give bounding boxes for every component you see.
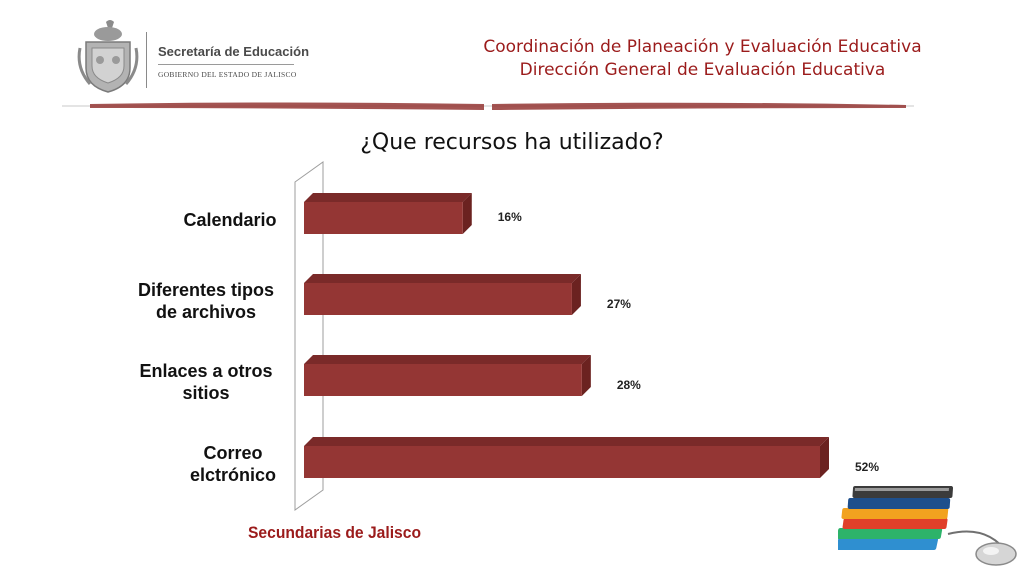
bar-0: [304, 193, 472, 234]
logo-divider: [146, 32, 147, 88]
header-line-2: Dirección General de Evaluación Educativ…: [519, 60, 886, 80]
bar-side: [571, 274, 581, 315]
bar-side: [820, 437, 829, 478]
chart-axis-wall: [294, 161, 324, 511]
bar-front: [304, 283, 572, 315]
bar-side: [581, 355, 591, 396]
category-label-2-0: Enlaces a otros: [139, 361, 272, 381]
bar-3: [304, 437, 829, 478]
category-label-1-0: Diferentes tipos: [138, 280, 274, 300]
category-label-3-1: elctrónico: [190, 465, 276, 485]
value-label-2: 28%: [617, 378, 641, 392]
category-label-0-0: Calendario: [183, 210, 276, 230]
logo-rule: [158, 64, 294, 65]
bar-side: [462, 193, 472, 234]
bar-top: [304, 193, 472, 202]
category-label-3-0: Correo: [203, 443, 262, 463]
bar-front: [304, 202, 463, 234]
bar-top: [304, 274, 581, 283]
bar-1: [304, 274, 581, 315]
logo-subtitle: GOBIERNO DEL ESTADO DE JALISCO: [158, 70, 297, 79]
bar-front: [304, 364, 582, 396]
books-mouse-illustration: [838, 474, 1024, 576]
header-titles: Coordinación de Planeación y Evaluación …: [430, 36, 975, 82]
bar-2: [304, 355, 591, 396]
secretaria-logo: Secretaría de Educación GOBIERNO DEL EST…: [76, 18, 310, 98]
header-line-1: Coordinación de Planeación y Evaluación …: [483, 37, 922, 57]
category-label-1-1: de archivos: [156, 302, 256, 322]
logo-title: Secretaría de Educación: [158, 44, 310, 59]
value-label-3: 52%: [855, 460, 879, 474]
value-label-1: 27%: [607, 297, 631, 311]
footer-label: Secundarias de Jalisco: [248, 523, 422, 542]
bar-top: [304, 355, 591, 364]
bar-front: [304, 446, 820, 478]
bar-top: [304, 437, 829, 446]
value-label-0: 16%: [498, 210, 522, 224]
jalisco-crest-icon: [77, 20, 139, 93]
chart-title: ¿Que recursos ha utilizado?: [360, 130, 664, 155]
category-label-2-1: sitios: [182, 383, 229, 403]
